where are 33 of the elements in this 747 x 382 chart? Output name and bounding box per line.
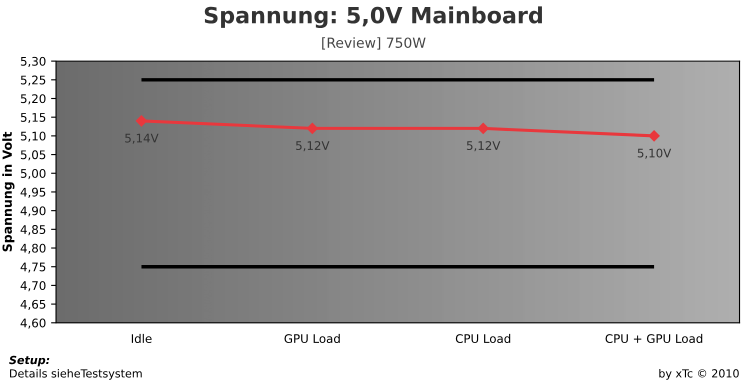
x-tick-label: GPU Load <box>284 334 340 344</box>
text: Setup: <box>9 356 50 366</box>
point <box>648 130 660 142</box>
chart-title: Spannung: 5,0V Mainboard <box>204 6 542 28</box>
x-tick-label: CPU + GPU Load <box>606 334 702 344</box>
y-tick-label: 4,95 <box>20 188 46 198</box>
y-tick-label: 5,30 <box>20 56 46 67</box>
y-tick-label: 5,15 <box>20 113 46 124</box>
y-tick-label: 4,75 <box>20 262 46 273</box>
data-label: 5,12V <box>466 141 500 152</box>
y-tick-label: 5,00 <box>20 168 46 180</box>
y-tick-label: 4,60 <box>20 318 46 329</box>
text: by xTc © 2010 <box>659 368 739 380</box>
y-axis-title: Spannung in Volt <box>2 132 14 252</box>
data-label: 5,14V <box>125 134 159 144</box>
y-tick-label: 4,85 <box>20 225 46 236</box>
y-tick-label: 5,10 <box>20 132 46 142</box>
x-tick-label: CPU Load <box>456 334 510 344</box>
data-label: 5,10V <box>638 148 672 159</box>
y-tick-label: 5,25 <box>20 76 46 86</box>
text: Details sieheTestsystem <box>10 368 142 380</box>
y-tick-label: 4,65 <box>20 300 46 310</box>
y-tick-label: 4,70 <box>20 281 46 292</box>
point <box>136 115 148 127</box>
point <box>306 122 318 134</box>
x-tick-label: Idle <box>132 334 152 344</box>
data-label: 5,12V <box>296 141 330 152</box>
y-tick-label: 4,90 <box>20 206 46 217</box>
y-tick-label: 4,80 <box>20 244 46 254</box>
point <box>478 122 489 134</box>
chart-subtitle: [Review] 750W <box>322 37 426 50</box>
y-tick-label: 5,05 <box>20 150 46 160</box>
y-tick-label: 5,20 <box>20 94 46 104</box>
